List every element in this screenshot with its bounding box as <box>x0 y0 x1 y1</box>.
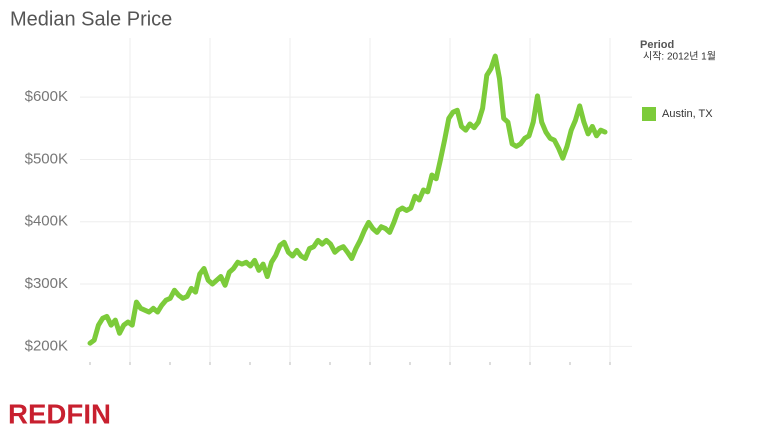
legend-swatch <box>642 107 656 121</box>
logo: REDFIN <box>8 398 111 429</box>
y-tick-label: $400K <box>25 213 68 230</box>
y-tick-label: $500K <box>25 150 68 167</box>
y-tick-label: $300K <box>25 275 68 292</box>
y-tick-label: $200K <box>25 337 68 354</box>
chart-title: Median Sale Price <box>10 8 172 30</box>
data-line <box>87 53 608 346</box>
y-tick-label: $600K <box>25 88 68 105</box>
legend-subtitle: 시작: 2012년 1월 <box>643 51 716 63</box>
legend-title: Period <box>640 39 674 51</box>
legend-label: Austin, TX <box>662 108 713 120</box>
